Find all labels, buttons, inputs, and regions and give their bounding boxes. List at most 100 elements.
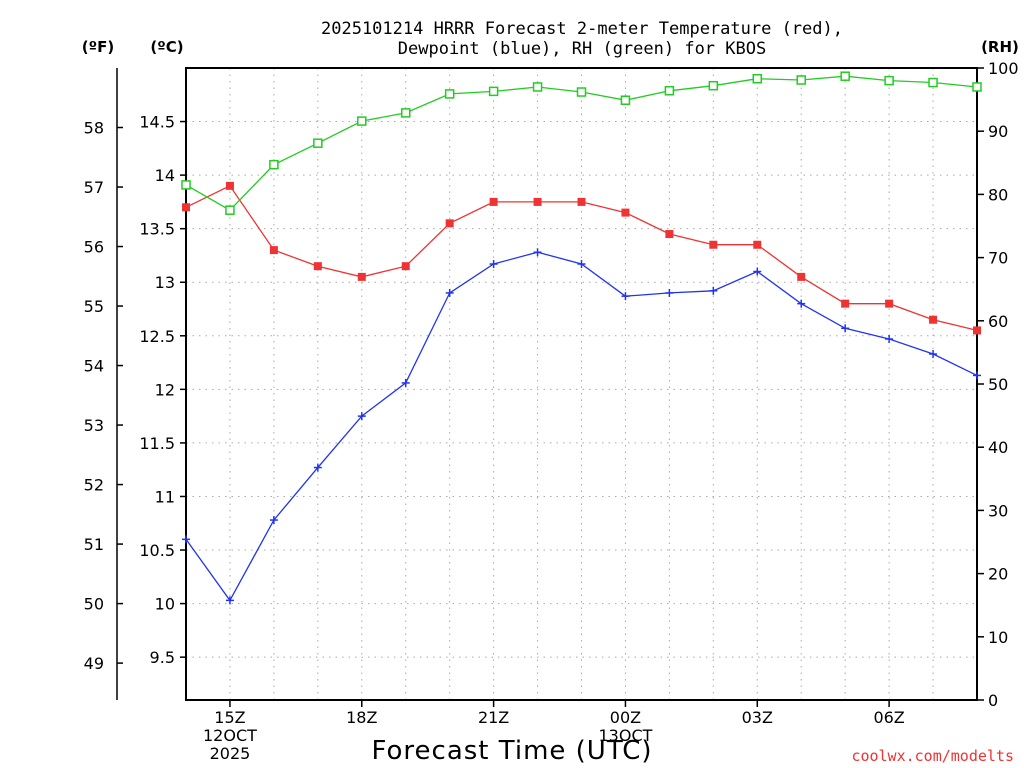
celsius-tick-label: 12 xyxy=(155,380,175,399)
time-tick-label: 12OCT xyxy=(203,726,257,745)
fahrenheit-tick-label: 58 xyxy=(84,119,104,138)
time-tick-label: 15Z xyxy=(214,708,245,727)
rh-point xyxy=(884,75,894,86)
fahrenheit-tick-label: 52 xyxy=(84,476,104,495)
dewpoint-point xyxy=(885,335,894,344)
fahrenheit-tick-label: 56 xyxy=(84,238,104,257)
rh-point xyxy=(400,108,411,118)
dewpoint-point xyxy=(753,267,762,276)
fahrenheit-tick-label: 55 xyxy=(84,297,104,316)
fahrenheit-tick-label: 49 xyxy=(84,654,104,673)
fahrenheit-tick-label: 57 xyxy=(84,178,104,197)
temperature-point xyxy=(445,219,454,228)
rh-point xyxy=(796,75,806,85)
rh-point xyxy=(313,138,323,148)
rh-axis: 0 10 20 30 40 50 60 70 80 90 100 xyxy=(977,59,1019,710)
rh-point xyxy=(181,180,191,190)
series-layer xyxy=(181,71,982,605)
fahrenheit-axis: 49 50 51 52 53 54 55 56 57 58 xyxy=(84,119,123,673)
rh-tick-label: 30 xyxy=(988,501,1008,520)
rh-point xyxy=(664,86,675,96)
rh-point xyxy=(444,89,455,99)
temperature-point xyxy=(929,315,938,324)
temperature-point xyxy=(182,203,190,212)
time-tick-label: 03Z xyxy=(742,708,773,727)
celsius-tick-label: 14.5 xyxy=(139,113,175,132)
rh-tick-label: 0 xyxy=(988,691,998,710)
dewpoint-point xyxy=(621,292,630,301)
temperature-point xyxy=(841,299,850,308)
temperature-point xyxy=(665,230,674,239)
temperature-point xyxy=(797,272,806,281)
chart-title-line2: Dewpoint (blue), RH (green) for KBOS xyxy=(398,39,766,59)
time-tick-label: 00Z xyxy=(610,708,641,727)
dewpoint-point xyxy=(973,371,981,380)
dewpoint-point xyxy=(489,260,498,269)
fahrenheit-tick-label: 53 xyxy=(84,416,104,435)
dewpoint-point xyxy=(665,288,674,297)
chart-title-line1: 2025101214 HRRR Forecast 2-meter Tempera… xyxy=(321,19,843,39)
rh-tick-label: 70 xyxy=(988,249,1008,268)
temperature-point xyxy=(709,240,718,249)
dewpoint-point xyxy=(182,535,190,544)
time-tick-label: 2025 xyxy=(210,744,251,763)
rh-tick-label: 50 xyxy=(988,375,1008,394)
celsius-tick-label: 11 xyxy=(155,487,175,506)
rh-point xyxy=(752,73,763,84)
temperature-point xyxy=(269,246,278,255)
rh-point xyxy=(225,205,235,215)
temperature-point xyxy=(489,197,498,206)
rh-tick-label: 40 xyxy=(988,438,1008,457)
celsius-tick-label: 10.5 xyxy=(139,541,175,560)
celsius-axis-unit: (ºC) xyxy=(150,38,183,56)
grid-lines xyxy=(186,68,977,700)
dewpoint-point xyxy=(445,288,454,297)
plot-frame xyxy=(185,67,978,701)
rh-tick-label: 60 xyxy=(988,312,1008,331)
rh-point xyxy=(928,77,938,88)
rh-point xyxy=(488,86,499,97)
rh-tick-label: 80 xyxy=(988,185,1008,204)
rh-tick-label: 10 xyxy=(988,628,1008,647)
celsius-tick-label: 9.5 xyxy=(150,648,175,667)
temperature-point xyxy=(313,262,322,271)
celsius-tick-label: 10 xyxy=(155,595,175,614)
dewpoint-point xyxy=(577,260,586,269)
time-tick-label: 18Z xyxy=(346,708,377,727)
rh-point xyxy=(840,71,850,81)
rh-point xyxy=(532,82,543,92)
x-axis-label: Forecast Time (UTC) xyxy=(371,736,652,766)
celsius-axis: 9.5 10 10.5 11 11.5 12 12.5 13 13.5 14 14.5 xyxy=(139,113,186,667)
rh-point xyxy=(972,82,982,92)
rh-tick-label: 20 xyxy=(988,565,1008,584)
dewpoint-point xyxy=(269,516,278,525)
temperature-point xyxy=(401,262,410,271)
temperature-point xyxy=(973,326,981,335)
celsius-tick-label: 13.5 xyxy=(139,220,175,239)
temperature-point xyxy=(621,208,630,217)
rh-point xyxy=(357,116,367,126)
dewpoint-point xyxy=(929,350,938,359)
rh-point xyxy=(620,95,631,105)
time-tick-label: 13OCT xyxy=(598,726,652,745)
dewpoint-point xyxy=(313,463,322,472)
fahrenheit-tick-label: 50 xyxy=(84,595,104,614)
dewpoint-point xyxy=(797,299,806,308)
temperature-point xyxy=(357,272,366,281)
temperature-point xyxy=(753,240,762,249)
temperature-point xyxy=(533,197,542,206)
temperature-point xyxy=(885,299,894,308)
rh-point xyxy=(576,87,587,97)
temperature-point xyxy=(577,197,586,206)
time-tick-label: 06Z xyxy=(873,708,904,727)
rh-point xyxy=(708,80,719,91)
dewpoint-point xyxy=(533,248,542,257)
rh-axis-unit: (RH) xyxy=(981,38,1019,56)
fahrenheit-tick-label: 51 xyxy=(84,535,104,554)
celsius-tick-label: 14 xyxy=(155,166,175,185)
rh-tick-label: 90 xyxy=(988,122,1008,141)
dewpoint-point xyxy=(401,378,410,387)
dewpoint-point xyxy=(841,324,850,333)
fahrenheit-tick-label: 54 xyxy=(84,357,104,376)
